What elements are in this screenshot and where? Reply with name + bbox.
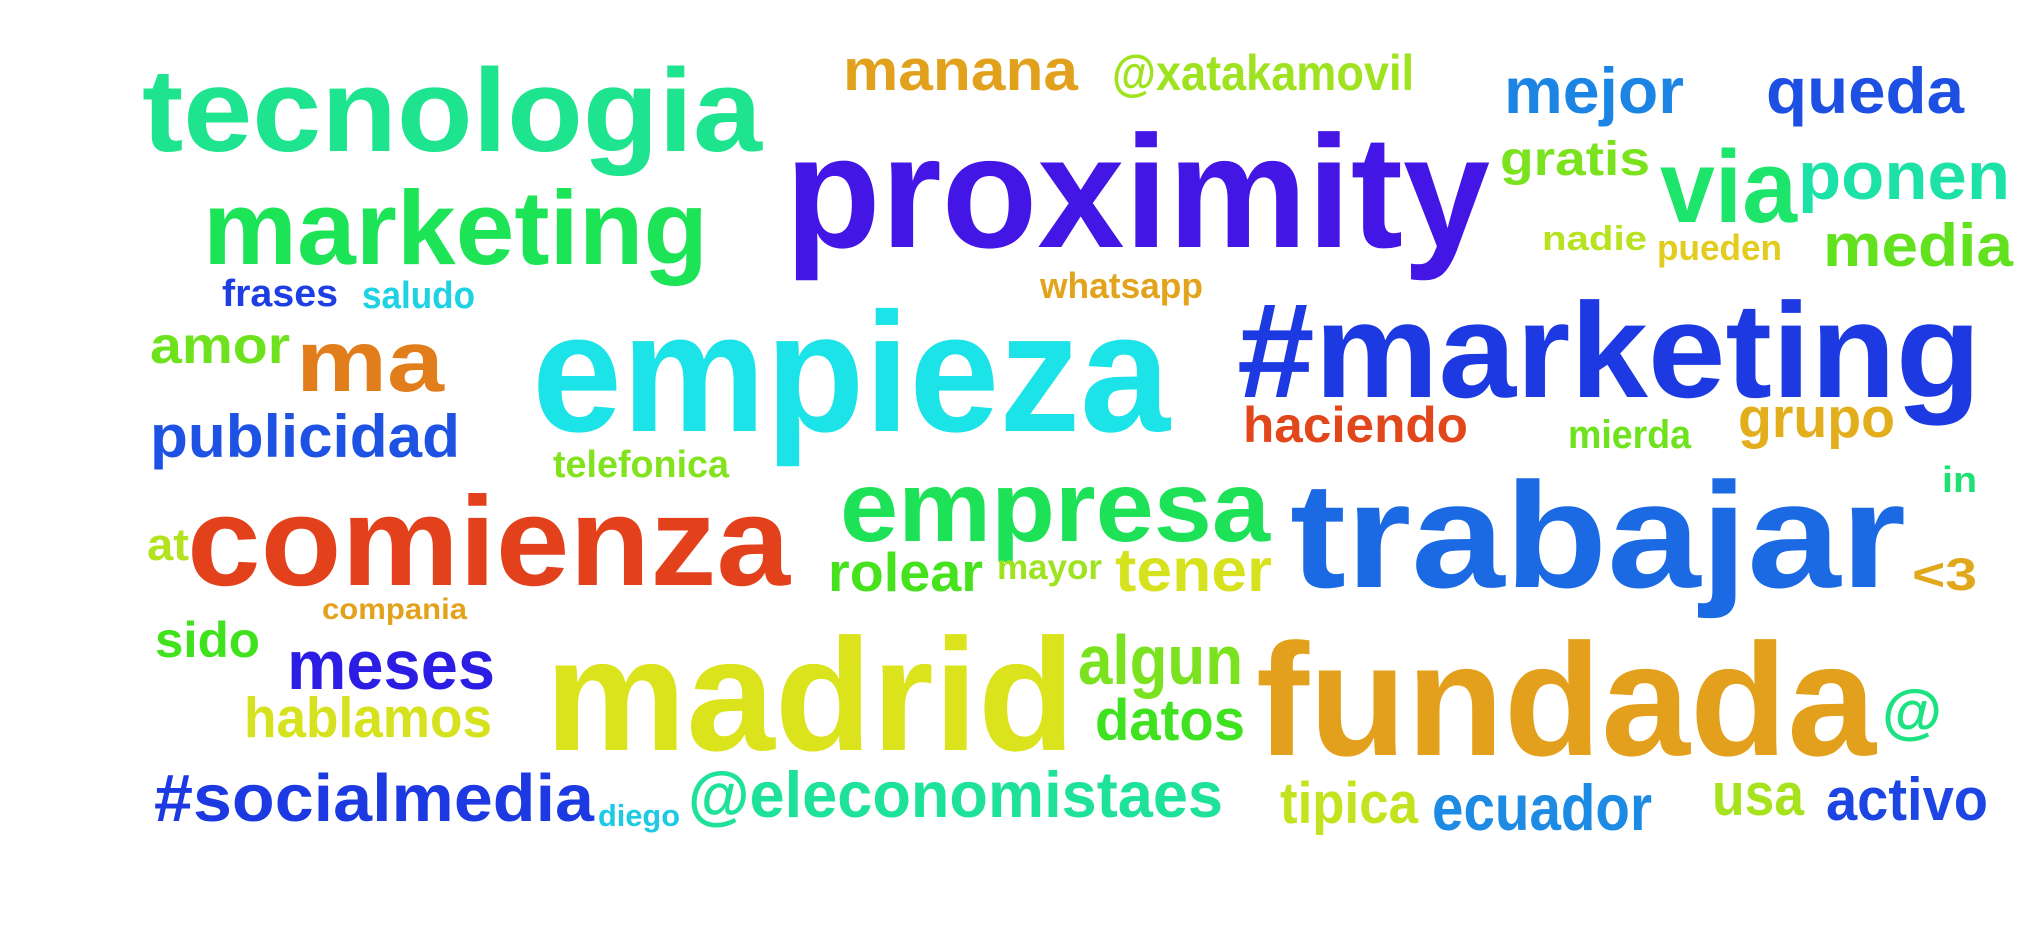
word-mierda: mierda (1568, 413, 1691, 457)
word-proximity: proximity (785, 102, 1491, 281)
word-amor: amor (150, 317, 290, 375)
word-empresa: empresa (840, 451, 1270, 563)
word-queda: queda (1766, 54, 1965, 127)
word-datos: datos (1095, 688, 1246, 753)
word-publicidad: publicidad (150, 403, 460, 470)
word-hashtag-marketing: #marketing (1237, 275, 1981, 426)
word-nadie: nadie (1542, 220, 1648, 258)
word-tecnologia: tecnologia (142, 45, 762, 177)
word-media: media (1823, 212, 2014, 279)
word-in: in (1942, 459, 1978, 500)
word-saludo: saludo (362, 275, 476, 317)
word-eleconomistaes: @eleconomistaes (688, 758, 1224, 831)
word-at-sign: @ (1882, 678, 1943, 745)
word-gratis: gratis (1500, 133, 1650, 186)
word-socialmedia: #socialmedia (154, 761, 594, 836)
word-frases: frases (222, 273, 339, 315)
word-mejor: mejor (1504, 54, 1685, 127)
word-usa: usa (1712, 761, 1804, 828)
word-haciendo: haciendo (1243, 397, 1468, 453)
word-pueden: pueden (1657, 227, 1782, 268)
word-ma: ma (296, 313, 444, 410)
word-heart: <3 (1912, 549, 1977, 600)
word-via: via (1660, 129, 1798, 244)
word-empieza: empieza (532, 278, 1171, 468)
word-sido: sido (155, 612, 260, 668)
word-madrid: madrid (545, 605, 1076, 784)
word-diego: diego (598, 798, 681, 833)
word-xatakamovil: @xatakamovil (1112, 45, 1415, 101)
word-activo: activo (1826, 766, 1988, 833)
word-manana: manana (843, 38, 1079, 103)
word-algun: algun (1078, 621, 1244, 699)
word-whatsapp: whatsapp (1040, 265, 1203, 306)
word-fundada: fundada (1256, 610, 1877, 789)
word-telefonica: telefonica (553, 444, 730, 486)
word-at: at (147, 519, 190, 570)
word-rolear: rolear (828, 541, 983, 603)
word-trabajar: trabajar (1290, 451, 1906, 619)
word-marketing: marketing (203, 170, 708, 287)
word-ecuador: ecuador (1432, 771, 1652, 844)
word-tipica: tipica (1280, 771, 1419, 836)
word-tener: tener (1115, 536, 1273, 604)
word-compania: compania (322, 593, 468, 626)
word-hablamos: hablamos (244, 686, 493, 750)
word-ponen: ponen (1798, 138, 2011, 214)
word-mayor: mayor (997, 548, 1102, 587)
word-comienza: comienza (187, 470, 791, 612)
word-meses: meses (287, 626, 496, 704)
word-grupo: grupo (1738, 386, 1895, 450)
